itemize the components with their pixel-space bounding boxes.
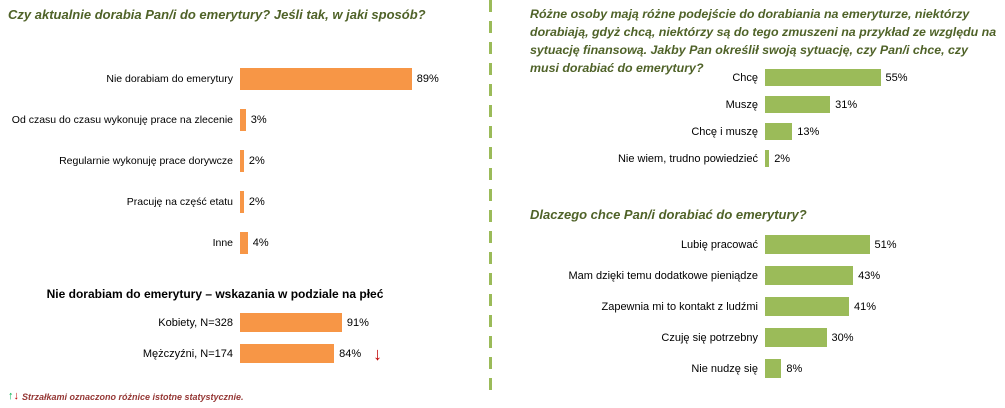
- question-text-left: Czy aktualnie dorabia Pan/i do emerytury…: [8, 7, 426, 22]
- bar-row: Czuję się potrzebny 30%: [530, 322, 1000, 353]
- right-chart-title-1: Różne osoby mają różne podejście do dora…: [530, 5, 1000, 77]
- chart-why-work: Lubię pracować 51% Mam dzięki temu dodatko…: [530, 229, 1000, 384]
- footnote-text: Strzałkami oznaczono różnice istotne sta…: [22, 391, 244, 402]
- down-arrow-icon: ↓: [373, 343, 383, 364]
- bar: [765, 297, 850, 316]
- dashed-divider: [489, 0, 492, 390]
- up-arrow-icon: ↑: [8, 390, 14, 402]
- bar-row: Od czasu do czasu wykonuję prace na zlec…: [6, 99, 481, 140]
- bar-value: 8%: [786, 362, 803, 375]
- down-arrow-icon: ↓: [13, 390, 20, 402]
- bar-label: Zapewnia mi to kontakt z ludźmi: [601, 300, 758, 313]
- bar-row: Mężczyźni, N=174 84% ↓: [6, 338, 481, 369]
- bar-row: Nie dorabiam do emerytury 89%: [6, 58, 481, 99]
- bar: [240, 108, 246, 131]
- bar-label: Lubię pracować: [680, 238, 758, 251]
- bar-value: 55%: [885, 71, 908, 84]
- bar-value: 51%: [874, 238, 897, 251]
- right-chart-title-2: Dlaczego chce Pan/i dorabiać do emerytur…: [530, 206, 1000, 224]
- bar-label: Regularnie wykonuję prace dorywcze: [59, 154, 233, 167]
- bar-value: 91%: [346, 316, 369, 329]
- bar: [240, 231, 248, 254]
- bar: [765, 69, 881, 86]
- bar-label: Kobiety, N=328: [158, 316, 233, 329]
- bar: [765, 266, 854, 285]
- left-chart-title: Czy aktualnie dorabia Pan/i do emerytury…: [8, 6, 468, 24]
- bar-label: Mężczyźni, N=174: [142, 347, 233, 360]
- bar-value: 3%: [250, 113, 267, 126]
- bar-value: 89%: [416, 72, 439, 85]
- bar-value: 2%: [248, 154, 265, 167]
- bar-value: 4%: [252, 236, 269, 249]
- chart-want-or-must: Chcę 55% Muszę 31% Chcę i muszę 13% Nie wiem, …: [530, 64, 1000, 172]
- bar-value: 84%: [339, 347, 362, 360]
- chart-gender-split: Kobiety, N=328 91% Mężczyźni, N=174 84% ↓: [6, 307, 481, 369]
- bar: [765, 123, 793, 140]
- bar: [240, 67, 412, 90]
- bar: [765, 328, 827, 347]
- gender-chart-title: Nie dorabiam do emerytury – wskazania w …: [46, 287, 384, 301]
- bar-label: Pracuję na część etatu: [126, 195, 233, 208]
- bar-label: Od czasu do czasu wykonuję prace na zlec…: [11, 113, 233, 126]
- bar-row: Nie wiem, trudno powiedzieć 2%: [530, 145, 1000, 172]
- bar-value: 43%: [858, 269, 881, 282]
- bar: [765, 96, 831, 113]
- bar-label: Inne: [212, 236, 233, 249]
- question-text-right-2: Dlaczego chce Pan/i dorabiać do emerytur…: [530, 207, 807, 222]
- bar-label: Czuję się potrzebny: [661, 331, 758, 344]
- bar-row: Lubię pracować 51%: [530, 229, 1000, 260]
- bar: [240, 313, 342, 332]
- chart-work-after-retirement: Nie dorabiam do emerytury 89% Od czasu do …: [6, 58, 481, 263]
- bar-label: Chcę i muszę: [691, 125, 758, 138]
- bar-row: Inne 4%: [6, 222, 481, 263]
- bar-value: 13%: [797, 125, 820, 138]
- bar-row: Pracuję na część etatu 2%: [6, 181, 481, 222]
- bar: [240, 344, 335, 363]
- bar-value: 30%: [831, 331, 854, 344]
- bar-value: 2%: [248, 195, 265, 208]
- footnote: ↑ ↓ Strzałkami oznaczono różnice istotne…: [8, 391, 244, 402]
- bar-value: 2%: [774, 152, 791, 165]
- bar-label: Muszę: [725, 98, 758, 111]
- bar-label: Mam dzięki temu dodatkowe pieniądze: [568, 269, 758, 282]
- bar: [240, 149, 244, 172]
- bar-row: Chcę 55%: [530, 64, 1000, 91]
- bar-label: Nie nudzę się: [691, 362, 758, 375]
- bar: [240, 190, 244, 213]
- bar: [765, 359, 782, 378]
- bar-row: Zapewnia mi to kontakt z ludźmi 41%: [530, 291, 1000, 322]
- bar: [765, 235, 870, 254]
- bar-row: Regularnie wykonuję prace dorywcze 2%: [6, 140, 481, 181]
- bar-row: Kobiety, N=328 91%: [6, 307, 481, 338]
- bar-row: Mam dzięki temu dodatkowe pieniądze 43%: [530, 260, 1000, 291]
- bar-row: Muszę 31%: [530, 91, 1000, 118]
- bar-label: Chcę: [732, 71, 758, 84]
- bar-value: 41%: [854, 300, 877, 313]
- question-text-right-1: Różne osoby mają różne podejście do dora…: [530, 7, 997, 75]
- bar-label: Nie wiem, trudno powiedzieć: [617, 152, 758, 165]
- bar-row: Nie nudzę się 8%: [530, 353, 1000, 384]
- bar-label: Nie dorabiam do emerytury: [106, 72, 233, 85]
- bar-value: 31%: [835, 98, 858, 111]
- bar-row: Chcę i muszę 13%: [530, 118, 1000, 145]
- bar: [765, 150, 770, 167]
